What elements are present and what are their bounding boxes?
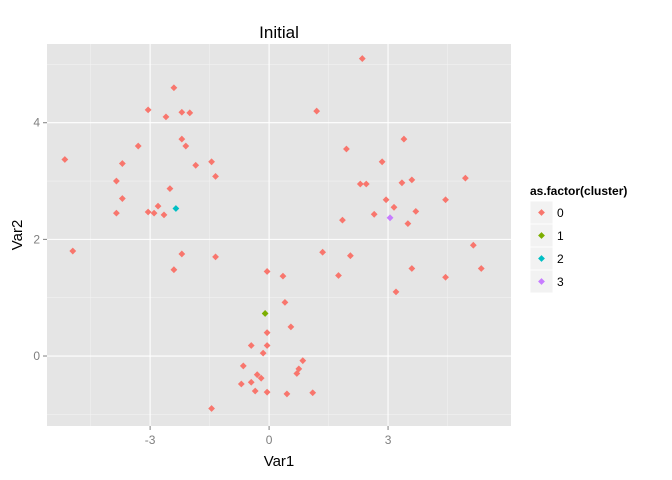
data-point-cluster-0	[247, 378, 255, 386]
data-point-cluster-0	[118, 160, 126, 167]
data-point-cluster-0	[251, 387, 259, 395]
data-point-cluster-0	[356, 180, 364, 188]
data-point-cluster-0	[362, 180, 370, 188]
data-point-cluster-0	[398, 179, 406, 187]
data-point-cluster-0	[281, 298, 289, 306]
data-point-cluster-0	[279, 272, 287, 280]
minor-gridlines	[47, 44, 511, 426]
data-point-cluster-0	[408, 265, 416, 272]
data-point-cluster-0	[208, 405, 215, 412]
x-tick-label: 3	[385, 433, 392, 447]
data-point-cluster-0	[237, 380, 245, 388]
data-point-cluster-0	[378, 158, 386, 166]
data-point-cluster-0	[208, 158, 215, 166]
legend-key-marker	[538, 278, 545, 285]
plot-panel	[47, 44, 511, 426]
data-point-cluster-0	[166, 185, 174, 193]
data-point-cluster-0	[390, 203, 398, 211]
legend: as.factor(cluster) 0 1 2 3	[529, 184, 627, 294]
data-point-cluster-0	[412, 207, 420, 215]
data-point-cluster-0	[299, 357, 307, 365]
data-point-cluster-0	[263, 342, 271, 349]
y-axis-title: Var2	[9, 220, 26, 251]
data-point-cluster-0	[113, 209, 120, 217]
data-point-cluster-0	[144, 106, 152, 114]
data-point-cluster-0	[477, 265, 485, 272]
data-point-cluster-0	[469, 241, 477, 249]
data-point-cluster-0	[178, 250, 186, 258]
data-point-cluster-0	[170, 266, 178, 274]
y-tick-label: 2	[33, 232, 40, 246]
data-point-cluster-0	[178, 135, 186, 143]
y-axis-ticks: 0 2 4	[33, 116, 47, 363]
chart-title: Initial	[259, 23, 299, 42]
data-point-cluster-0	[182, 142, 190, 150]
data-point-cluster-0	[162, 113, 170, 121]
data-point-cluster-0	[442, 196, 449, 204]
x-tick-label: 0	[266, 433, 273, 447]
data-point-cluster-0	[160, 211, 168, 219]
legend-label: 3	[557, 275, 564, 289]
data-point-cluster-0	[358, 55, 366, 62]
data-points	[61, 55, 485, 412]
data-point-cluster-0	[212, 253, 219, 261]
data-point-cluster-0	[382, 196, 390, 204]
data-point-cluster-0	[283, 390, 291, 398]
data-point-cluster-0	[150, 209, 158, 217]
data-point-cluster-0	[400, 135, 408, 143]
data-point-cluster-0	[259, 349, 267, 357]
data-point-cluster-0	[253, 371, 261, 379]
data-point-cluster-0	[212, 172, 219, 180]
data-point-cluster-0	[346, 252, 354, 260]
data-point-cluster-0	[309, 389, 317, 397]
data-point-cluster-0	[186, 109, 194, 117]
data-point-cluster-2	[172, 205, 180, 212]
data-point-cluster-0	[170, 84, 178, 92]
legend-title: as.factor(cluster)	[530, 184, 627, 198]
x-tick-label: -3	[145, 433, 156, 447]
legend-label: 1	[557, 229, 564, 243]
data-point-cluster-0	[144, 208, 152, 216]
data-point-cluster-0	[113, 177, 120, 185]
legend-key-marker	[538, 232, 545, 239]
data-point-cluster-0	[319, 248, 327, 256]
y-tick-label: 0	[33, 349, 40, 363]
data-point-cluster-0	[257, 374, 265, 382]
data-point-cluster-1	[261, 310, 269, 317]
data-point-cluster-0	[335, 272, 342, 279]
data-point-cluster-0	[239, 362, 247, 370]
legend-key-marker	[538, 209, 545, 216]
data-point-cluster-0	[392, 288, 400, 296]
data-point-cluster-0	[134, 142, 142, 150]
data-point-cluster-0	[61, 156, 69, 163]
major-gridlines	[47, 44, 511, 426]
data-point-cluster-0	[408, 176, 416, 184]
data-point-cluster-0	[263, 388, 271, 396]
data-point-cluster-0	[461, 174, 469, 182]
legend-label: 2	[557, 252, 564, 266]
data-point-cluster-0	[295, 365, 303, 373]
data-point-cluster-0	[442, 273, 449, 281]
data-point-cluster-0	[313, 107, 321, 115]
data-point-cluster-0	[192, 161, 200, 169]
legend-key-marker	[538, 255, 545, 262]
data-point-cluster-0	[263, 329, 271, 337]
data-point-cluster-0	[154, 202, 162, 210]
data-point-cluster-0	[404, 220, 412, 228]
x-axis-title: Var1	[264, 453, 295, 470]
data-point-cluster-3	[386, 214, 394, 222]
legend-label: 0	[557, 206, 564, 220]
y-tick-label: 4	[33, 116, 40, 130]
data-point-cluster-0	[263, 268, 271, 275]
data-point-cluster-0	[370, 210, 378, 218]
data-point-cluster-0	[69, 247, 77, 255]
data-point-cluster-0	[343, 145, 350, 153]
data-point-cluster-0	[247, 342, 255, 349]
data-point-cluster-0	[118, 195, 126, 202]
data-point-cluster-0	[287, 323, 295, 331]
data-point-cluster-0	[178, 108, 186, 116]
data-point-cluster-0	[339, 216, 346, 224]
x-axis-ticks: -3 0 3	[145, 426, 392, 447]
